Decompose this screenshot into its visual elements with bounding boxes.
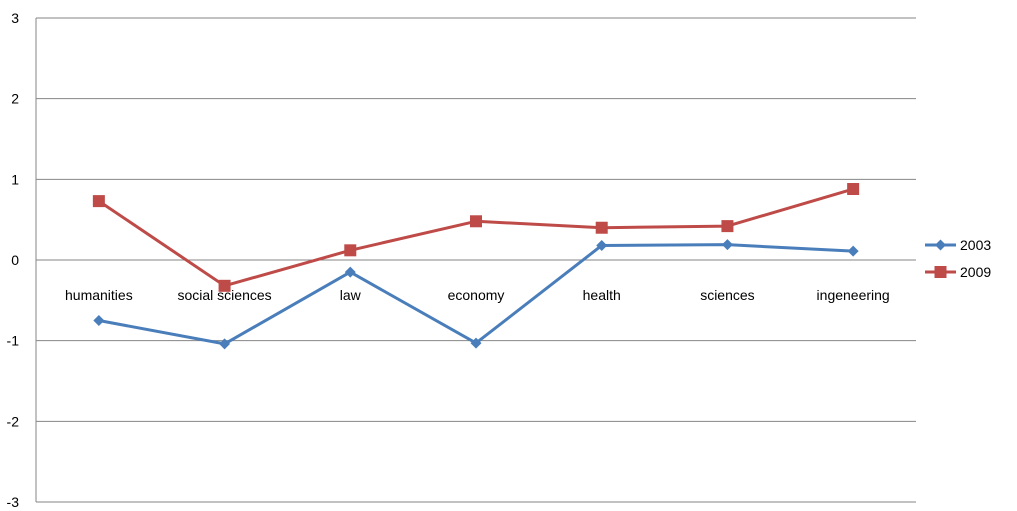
y-tick-label: 0 bbox=[11, 252, 19, 268]
category-labels: humanities social sciences law economy healt… bbox=[65, 287, 890, 303]
legend-label: 2003 bbox=[960, 237, 991, 253]
legend-marker bbox=[935, 239, 946, 251]
category-label: social sciences bbox=[177, 287, 271, 303]
data-point bbox=[344, 266, 356, 278]
series-lines bbox=[92, 183, 860, 350]
data-point bbox=[470, 215, 482, 228]
y-tick-label: -1 bbox=[7, 333, 20, 349]
category-label: economy bbox=[448, 287, 505, 303]
y-tick-labels: 3 2 1 0 -1 -2 -3 bbox=[7, 10, 20, 510]
series-2003 bbox=[93, 239, 859, 350]
category-label: ingeneering bbox=[817, 287, 890, 303]
category-label: law bbox=[340, 287, 362, 303]
data-point bbox=[721, 220, 734, 233]
data-point bbox=[219, 338, 231, 350]
data-point bbox=[344, 244, 357, 257]
y-tick-label: 3 bbox=[11, 10, 19, 26]
legend-label: 2009 bbox=[960, 264, 991, 280]
legend-marker bbox=[934, 266, 947, 278]
y-tick-label: 1 bbox=[11, 171, 19, 187]
data-point bbox=[93, 315, 105, 326]
y-tick-label: -2 bbox=[7, 413, 20, 429]
y-tick-label: -3 bbox=[7, 494, 20, 510]
gridlines bbox=[36, 17, 916, 503]
data-point bbox=[847, 183, 860, 196]
data-point bbox=[596, 239, 608, 251]
legend-item: 2009 bbox=[925, 264, 991, 280]
series-2009 bbox=[92, 183, 860, 292]
series-line bbox=[98, 187, 854, 288]
legend: 2003 2009 bbox=[925, 237, 991, 280]
data-point bbox=[470, 337, 482, 349]
legend-item: 2003 bbox=[925, 237, 991, 253]
category-label: health bbox=[583, 287, 621, 303]
y-tick-label: 2 bbox=[11, 91, 19, 107]
category-label: sciences bbox=[700, 287, 754, 303]
data-point bbox=[595, 221, 608, 234]
data-point bbox=[218, 279, 231, 292]
data-point bbox=[721, 239, 733, 251]
data-point bbox=[847, 245, 859, 257]
category-label: humanities bbox=[65, 287, 133, 303]
data-point bbox=[92, 195, 105, 208]
